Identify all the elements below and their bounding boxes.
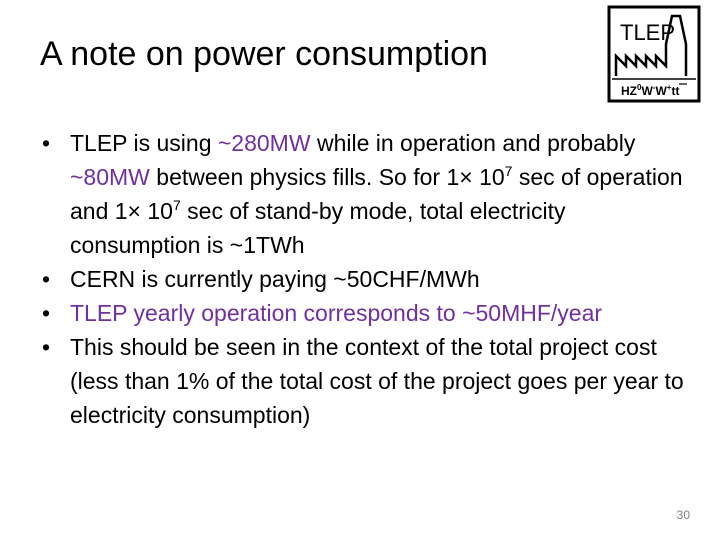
highlight-power-operation: ~280MW — [217, 130, 311, 156]
bullet-item: • TLEP is using ~280MW while in operatio… — [36, 126, 686, 262]
highlight-power-standby: ~80MW — [70, 164, 150, 190]
bullet-item: • TLEP yearly operation corresponds to ~… — [36, 296, 686, 330]
bullet-list: • TLEP is using ~280MW while in operatio… — [36, 126, 686, 432]
bullet-item: • CERN is currently paying ~50CHF/MWh — [36, 262, 686, 296]
bullet-marker: • — [41, 266, 51, 292]
logo-subtitle: HZ0W-W+tt — [621, 83, 679, 98]
bullet-marker: • — [41, 334, 51, 360]
bullet-text: This should be seen in the context of th… — [70, 334, 684, 428]
page-number: 30 — [676, 508, 690, 522]
bullet-text: CERN is currently paying ~50CHF/MWh — [70, 266, 480, 292]
bullet-marker: • — [41, 300, 51, 326]
tlep-factory-logo-icon: TLEP HZ0W-W+tt — [607, 5, 701, 103]
bullet-marker: • — [41, 130, 51, 156]
slide-title: A note on power consumption — [40, 35, 488, 73]
bullet-item: • This should be seen in the context of … — [36, 330, 686, 432]
bullet-text: TLEP yearly operation corresponds to ~50… — [70, 300, 603, 326]
